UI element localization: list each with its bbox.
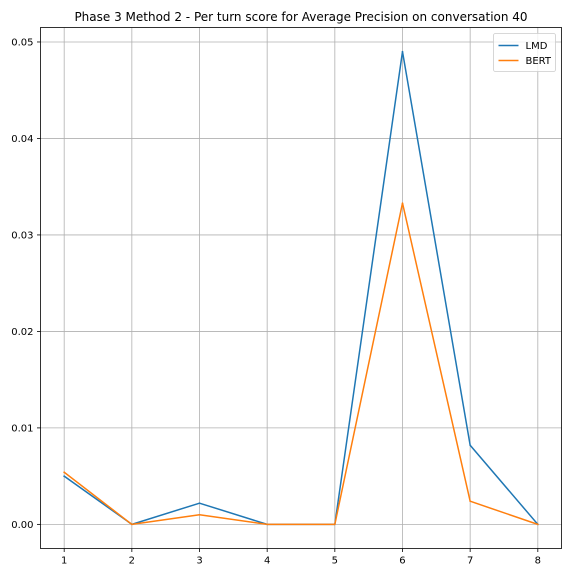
data-point-bert xyxy=(537,523,539,526)
data-point-bert xyxy=(334,523,336,526)
legend-label-lmd: LMD xyxy=(526,41,548,52)
data-point-bert xyxy=(401,202,404,204)
y-tick-label: 0.05 xyxy=(11,37,33,48)
legend-label-bert: BERT xyxy=(526,56,552,67)
x-tick-label: 7 xyxy=(467,556,473,567)
legend: LMD BERT xyxy=(493,33,556,72)
x-axis: 1 2 3 4 5 6 7 8 xyxy=(61,548,541,567)
data-point-lmd xyxy=(198,502,201,504)
x-tick-label: 1 xyxy=(61,556,67,567)
x-tick-label: 6 xyxy=(399,556,405,567)
y-axis: 0.00 0.01 0.02 0.03 0.04 0.05 xyxy=(11,37,41,531)
x-tick-label: 5 xyxy=(332,556,338,567)
series-line-bert xyxy=(63,202,539,526)
y-tick-label: 0.01 xyxy=(11,423,33,434)
plot-area-frame xyxy=(40,27,562,549)
y-tick-label: 0.02 xyxy=(11,327,33,338)
data-point-lmd xyxy=(469,444,471,447)
chart-title: Phase 3 Method 2 - Per turn score for Av… xyxy=(74,10,527,24)
legend-box xyxy=(493,33,556,72)
data-point-bert xyxy=(131,523,133,526)
x-tick-label: 3 xyxy=(196,556,202,567)
y-tick-label: 0.00 xyxy=(11,520,33,531)
data-point-bert xyxy=(266,523,268,526)
data-point-lmd xyxy=(401,50,404,53)
grid-lines xyxy=(40,27,562,549)
x-tick-label: 8 xyxy=(535,556,541,567)
data-point-bert xyxy=(63,471,65,474)
y-tick-label: 0.03 xyxy=(11,230,33,241)
y-tick-label: 0.04 xyxy=(11,134,33,145)
x-tick-label: 2 xyxy=(129,556,135,567)
data-point-lmd xyxy=(63,475,65,477)
x-tick-label: 4 xyxy=(264,556,270,567)
series-lines xyxy=(63,50,539,526)
data-point-bert xyxy=(469,500,471,502)
series-line-lmd xyxy=(63,50,539,526)
data-point-bert xyxy=(198,513,201,516)
